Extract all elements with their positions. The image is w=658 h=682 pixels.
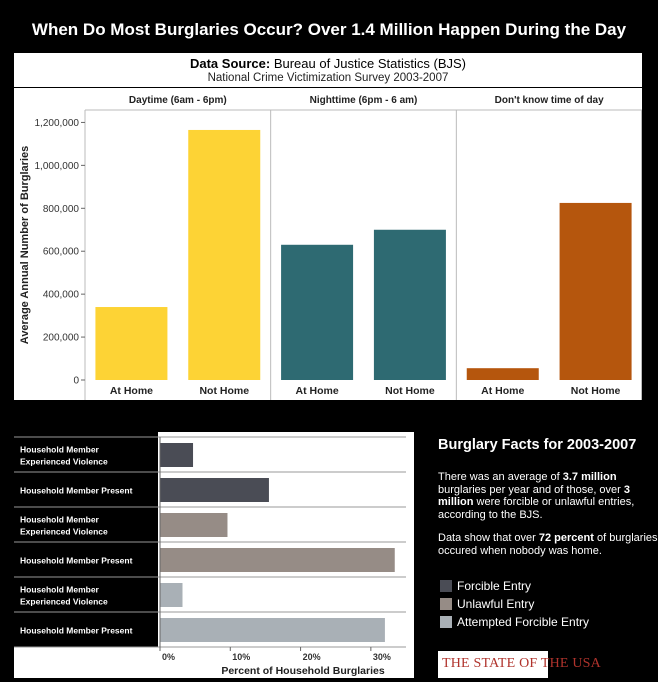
legend-label: Unlawful Entry [457,597,535,611]
row-label-panel [14,432,158,647]
x-axis-label: Percent of Household Burglaries [221,665,385,677]
y-tick-label: 800,000 [43,204,80,215]
panel-title: Nighttime (6pm - 6 am) [310,95,418,106]
facts-text: Data show that over [438,532,539,544]
page-title: When Do Most Burglaries Occur? Over 1.4 … [31,20,627,39]
facts-paragraph-2: Data show that over 72 percent of burgla… [438,532,658,557]
row-label: Household Member [20,585,100,595]
source-line: Data Source: Bureau of Justice Statistic… [14,56,642,71]
facts-text: burglaries per year and of those, over [438,483,624,496]
legend-label: Forcible Entry [457,579,532,593]
facts-title: Burglary Facts for 2003-2007 [438,437,637,453]
facts-text: There was an average of [438,471,563,483]
logo-text: THE STATE OF THE USA [442,656,601,671]
y-tick-label: 600,000 [43,247,80,258]
y-axis-label: Average Annual Number of Burglaries [19,146,31,344]
bar [160,443,194,467]
source-box: Data Source: Bureau of Justice Statistic… [14,53,642,87]
x-tick-label: At Home [481,385,524,397]
source-name: Bureau of Justice Statistics (BJS) [273,56,466,71]
bar [95,307,168,380]
legend-swatch [440,580,452,592]
facts-emphasis: 3.7 million [562,471,617,483]
facts-text: were forcible or unlawful entries, accor… [438,496,635,521]
y-tick-label: 1,200,000 [35,118,80,129]
legend-swatch [440,616,452,628]
row-label: Household Member Present [20,626,133,636]
facts-paragraph-1: There was an average of 3.7 million burg… [438,471,658,521]
row-label: Household Member [20,515,100,525]
y-tick-label: 1,000,000 [35,161,80,172]
row-label: Household Member [20,445,100,455]
facts-emphasis: 72 percent [538,532,594,544]
bar [160,583,183,607]
bar [281,244,354,380]
legend-swatch [440,598,452,610]
x-tick-label: 30% [373,652,391,662]
x-tick-label: Not Home [385,385,435,397]
x-tick-label: Not Home [571,385,621,397]
row-label: Household Member Present [20,556,133,566]
bar [160,513,228,537]
bar [188,129,261,380]
bar [160,618,385,642]
legend-label: Attempted Forcible Entry [457,615,590,629]
facts-text: of burglaries occured when nobody was ho… [438,532,658,557]
y-tick-label: 400,000 [43,290,80,301]
bar [160,478,269,502]
x-tick-label: At Home [295,385,338,397]
x-tick-label: 0% [162,652,175,662]
panel-title: Don't know time of day [495,95,604,106]
bar [373,229,446,380]
row-label: Household Member Present [20,486,133,496]
y-tick-label: 0 [73,376,79,387]
row-label: Experienced Violence [20,597,108,607]
bottom-chart: Household Member Experienced Violence Hous… [14,432,414,678]
panel-title: Daytime (6am - 6pm) [129,95,227,106]
bar [559,202,632,380]
y-tick-label: 200,000 [43,333,80,344]
facts-emphasis: 3 million [438,483,631,509]
bar [160,548,395,572]
x-tick-label: Not Home [199,385,249,397]
bar [466,368,539,380]
source-subtitle: National Crime Victimization Survey 2003… [207,72,449,84]
row-label: Experienced Violence [20,527,108,537]
x-tick-label: 20% [303,652,321,662]
x-tick-label: 10% [232,652,250,662]
source-label: Data Source: [189,56,271,71]
brand-logo: THE STATE OF THE USA [438,651,601,678]
x-tick-label: At Home [110,385,153,397]
row-label: Experienced Violence [20,457,108,467]
top-chart: Daytime (6am - 6pm) At Home Not Home Nightt… [14,88,642,400]
